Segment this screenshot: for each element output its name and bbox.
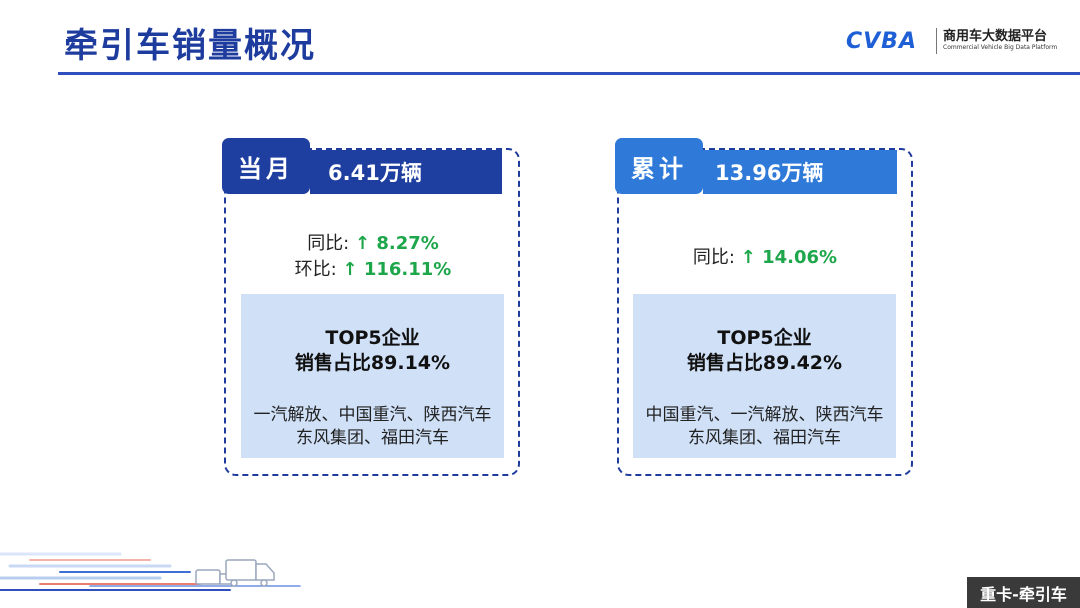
cumulative-company-list: 中国重汽、一汽解放、陕西汽车 东风集团、福田汽车 (633, 404, 896, 450)
cumulative-companies-line1: 中国重汽、一汽解放、陕西汽车 (645, 405, 884, 425)
monthly-top5-panel: TOP5企业 销售占比89.14% 一汽解放、中国重汽、陕西汽车 东风集团、福田… (241, 294, 504, 458)
cumulative-value-bar: 13.96万辆 (703, 150, 897, 194)
monthly-top5-share: 销售占比89.14% (294, 352, 451, 374)
cumulative-value: 13.96万辆 (715, 161, 824, 185)
monthly-companies-line1: 一汽解放、中国重汽、陕西汽车 (253, 405, 492, 425)
cumulative-yoy-value: ↑ 14.06% (740, 247, 838, 268)
monthly-yoy: 同比: ↑ 8.27% (228, 231, 518, 257)
logo-name-cn: 商用车大数据平台 (943, 29, 1048, 44)
monthly-value-bar: 6.41万辆 (310, 150, 502, 194)
title-underline (58, 72, 1080, 75)
monthly-yoy-value: ↑ 8.27% (355, 233, 439, 254)
logo-mark: CVBA (846, 29, 917, 54)
monthly-mom-value: ↑ 116.11% (342, 259, 452, 280)
cumulative-top5-share: 销售占比89.42% (686, 352, 843, 374)
category-badge: 重卡-牵引车 (967, 577, 1080, 608)
logo-separator (936, 28, 937, 54)
cumulative-yoy: 同比: ↑ 14.06% (620, 245, 910, 271)
cumulative-top5-title: TOP5企业 (717, 327, 812, 349)
cumulative-top5-heading: TOP5企业 销售占比89.42% (633, 326, 896, 376)
monthly-company-list: 一汽解放、中国重汽、陕西汽车 东风集团、福田汽车 (241, 404, 504, 450)
monthly-mom-label: 环比: (294, 259, 337, 280)
truck-speed-decoration (0, 552, 301, 591)
cumulative-tag: 累计 (615, 138, 703, 194)
monthly-mom: 环比: ↑ 116.11% (228, 257, 518, 283)
monthly-yoy-label: 同比: (307, 233, 350, 254)
cumulative-companies-line2: 东风集团、福田汽车 (688, 428, 841, 448)
monthly-tag: 当月 (222, 138, 310, 194)
monthly-card (224, 148, 520, 476)
cumulative-yoy-label: 同比: (692, 247, 735, 268)
brand-logo: CVBA 商用车大数据平台 Commercial Vehicle Big Dat… (846, 25, 1076, 59)
monthly-value: 6.41万辆 (328, 161, 422, 185)
cumulative-card (617, 148, 913, 476)
monthly-companies-line2: 东风集团、福田汽车 (296, 428, 449, 448)
monthly-top5-heading: TOP5企业 销售占比89.14% (241, 326, 504, 376)
cumulative-top5-panel: TOP5企业 销售占比89.42% 中国重汽、一汽解放、陕西汽车 东风集团、福田… (633, 294, 896, 458)
page-title: 牵引车销量概况 (64, 26, 316, 66)
logo-name-en: Commercial Vehicle Big Data Platform (943, 44, 1058, 51)
monthly-top5-title: TOP5企业 (325, 327, 420, 349)
